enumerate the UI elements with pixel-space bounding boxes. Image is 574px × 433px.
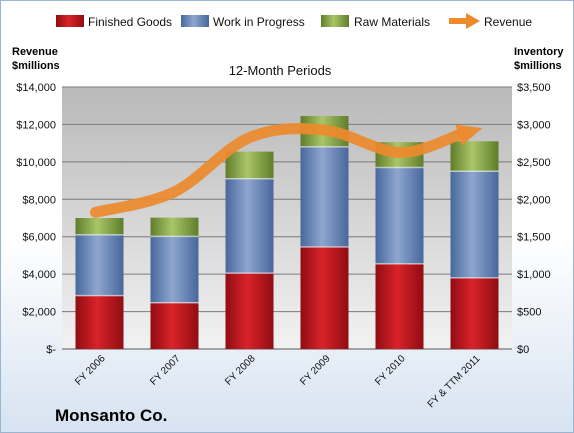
bar-work-in-progress: [450, 171, 499, 278]
left-axis-tick-label: $8,000: [22, 194, 56, 206]
bar-work-in-progress: [375, 167, 424, 264]
legend-label-revenue: Revenue: [484, 15, 532, 29]
company-name: Monsanto Co.: [55, 406, 167, 425]
right-axis-ticks: $0 $500 $1,000 $1,500 $2,000 $2,500 $3,000 $3,5…: [517, 82, 551, 356]
right-axis-tick-label: $1,000: [517, 269, 551, 281]
legend-swatch-finished-goods: [56, 15, 84, 27]
left-axis-ticks: $- $2,000 $4,000 $6,000 $8,000 $10,000 $12,000…: [16, 82, 56, 356]
legend-swatch-revenue: [449, 13, 480, 29]
left-axis-title-line1: Revenue: [12, 46, 58, 58]
legend: Finished Goods Work in Progress Raw Mate…: [56, 13, 532, 29]
left-axis-tick-label: $12,000: [16, 119, 56, 131]
bar-finished-goods: [225, 273, 274, 349]
left-axis-tick-label: $2,000: [22, 307, 56, 319]
x-axis-tick-label: FY 2010: [373, 353, 408, 388]
right-axis-tick-label: $3,000: [517, 119, 551, 131]
x-axis-tick-label: FY 2006: [73, 353, 108, 388]
bar-finished-goods: [450, 277, 499, 349]
right-axis-tick-label: $500: [517, 307, 541, 319]
left-axis-tick-label: $4,000: [22, 269, 56, 281]
x-axis-ticks: FY 2006 FY 2007 FY 2008 FY 2009 FY 2010 FY & …: [73, 353, 483, 410]
x-axis-tick-label: FY 2009: [298, 353, 333, 388]
left-axis-tick-label: $14,000: [16, 82, 56, 94]
right-axis-title-line2: $millions: [514, 60, 562, 72]
bar-finished-goods: [75, 295, 124, 349]
legend-swatch-work-in-progress: [181, 15, 209, 27]
revenue-line: [90, 123, 466, 218]
right-axis-title-line1: Inventory: [514, 46, 564, 58]
bar-work-in-progress: [300, 146, 349, 248]
right-axis-tick-label: $1,500: [517, 232, 551, 244]
right-axis-tick-label: $2,000: [517, 194, 551, 206]
legend-label-work-in-progress: Work in Progress: [213, 15, 305, 29]
bar-finished-goods: [150, 302, 199, 349]
legend-label-finished-goods: Finished Goods: [88, 15, 172, 29]
bars: [75, 116, 499, 349]
bar-raw-materials: [450, 141, 499, 172]
bar-raw-materials: [150, 217, 199, 237]
right-axis-tick-label: $2,500: [517, 157, 551, 169]
left-axis-tick-label: $6,000: [22, 232, 56, 244]
x-axis-tick-label: FY 2007: [148, 353, 183, 388]
bar-work-in-progress: [225, 178, 274, 274]
bar-raw-materials: [225, 151, 274, 179]
legend-swatch-raw-materials: [321, 15, 349, 27]
left-axis-title-line2: $millions: [12, 60, 60, 72]
right-axis-tick-label: $0: [517, 344, 529, 356]
bar-finished-goods: [300, 247, 349, 349]
bar-raw-materials: [75, 218, 124, 235]
plot-subtitle: 12-Month Periods: [229, 63, 332, 78]
revenue-arrowhead: [455, 124, 483, 146]
right-axis-tick-label: $3,500: [517, 82, 551, 94]
bar-finished-goods: [375, 263, 424, 349]
bar-work-in-progress: [150, 236, 199, 303]
legend-label-raw-materials: Raw Materials: [354, 15, 430, 29]
x-axis-tick-label: FY & TTM 2011: [426, 353, 483, 410]
left-axis-tick-label: $10,000: [16, 157, 56, 169]
bar-work-in-progress: [75, 234, 124, 296]
x-axis-tick-label: FY 2008: [223, 353, 258, 388]
left-axis-tick-label: $-: [46, 344, 56, 356]
